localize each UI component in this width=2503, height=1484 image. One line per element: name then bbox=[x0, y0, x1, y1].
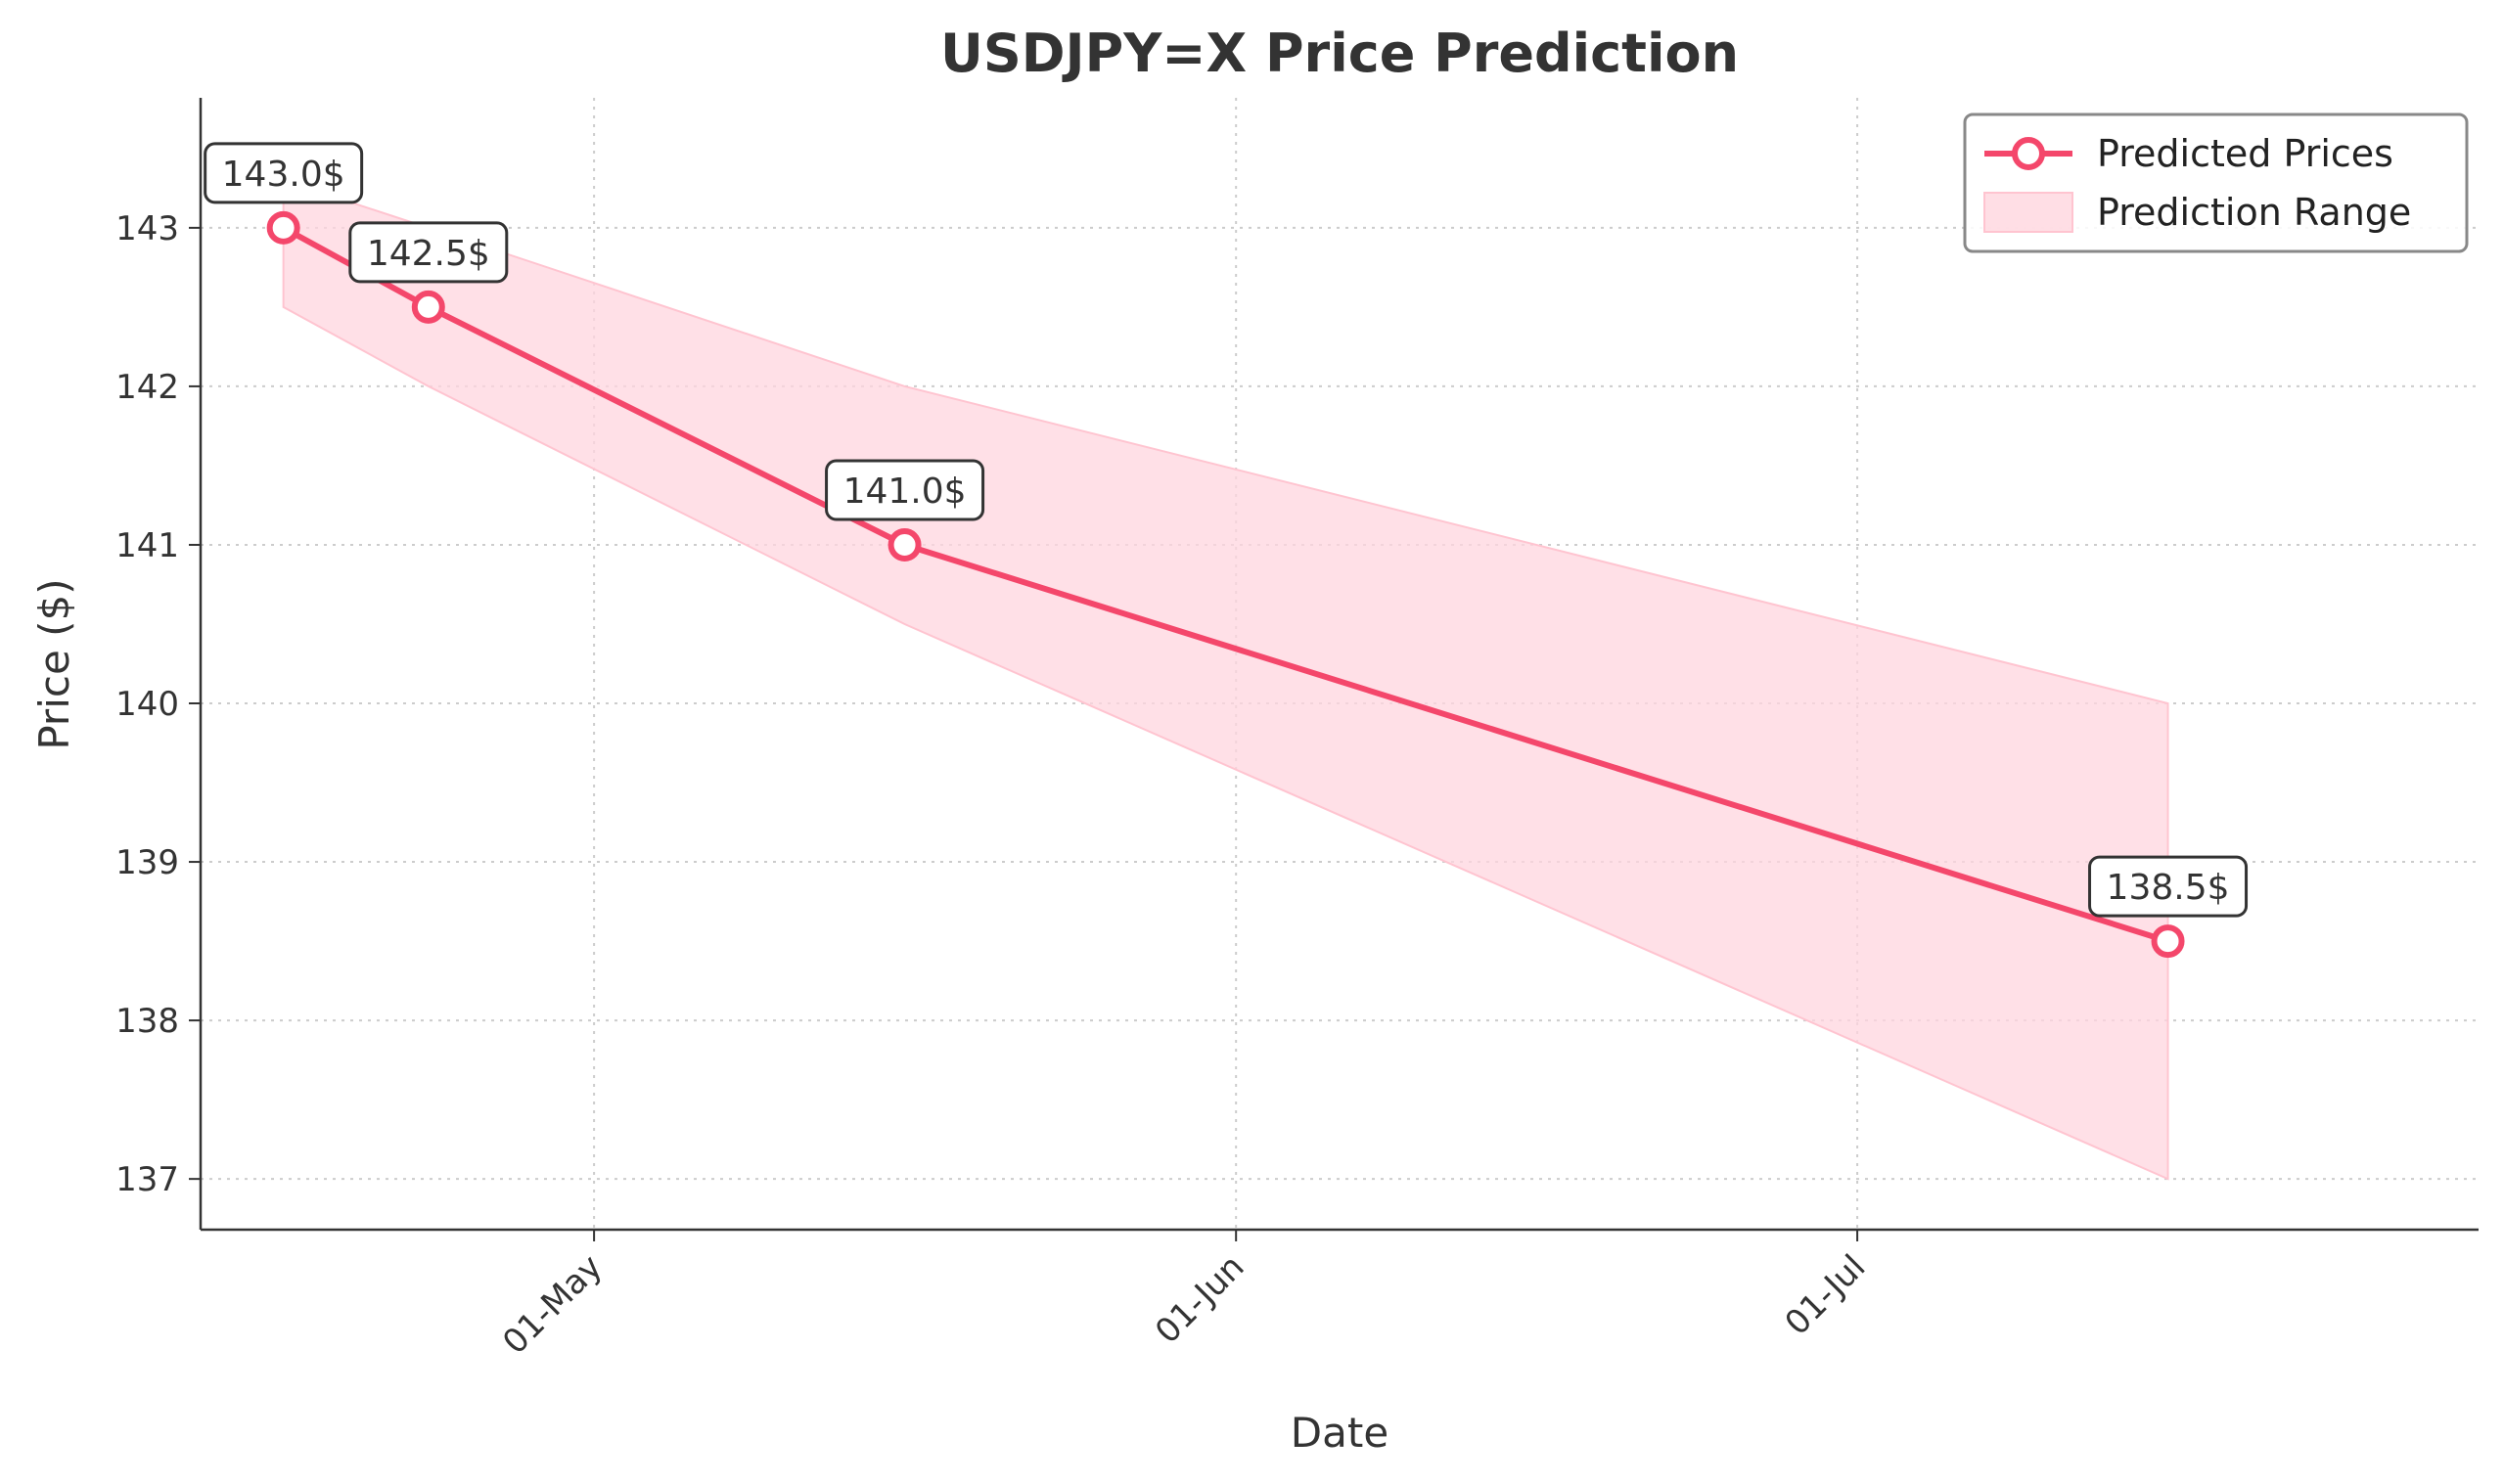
y-tick-label: 137 bbox=[115, 1160, 179, 1199]
legend-label-predicted: Predicted Prices bbox=[2097, 132, 2393, 175]
chart-title: USDJPY=X Price Prediction bbox=[940, 22, 1739, 84]
data-label-text: 138.5$ bbox=[2107, 868, 2230, 908]
data-label-box bbox=[204, 142, 364, 204]
y-tick-label: 143 bbox=[115, 209, 179, 248]
y-tick-label: 140 bbox=[115, 685, 179, 724]
y-axis-label: Price ($) bbox=[30, 578, 78, 749]
y-tick-label: 138 bbox=[115, 1002, 179, 1041]
data-label: 142.5$ bbox=[348, 221, 509, 284]
annotations: 143.0$ 142.5$ 141.0$ 138.5$ bbox=[204, 142, 2249, 918]
prediction-range-band bbox=[282, 178, 2169, 1181]
y-tick-label: 141 bbox=[115, 526, 179, 565]
legend-label-range: Prediction Range bbox=[2097, 191, 2411, 234]
predicted-price-point bbox=[887, 527, 922, 562]
data-label-box bbox=[825, 459, 985, 521]
predicted-price-point bbox=[2151, 924, 2185, 959]
band-layer bbox=[282, 178, 2169, 1181]
data-label: 143.0$ bbox=[204, 142, 364, 204]
predicted-price-point bbox=[266, 210, 300, 245]
data-label: 138.5$ bbox=[2088, 855, 2249, 918]
y-tick-label: 142 bbox=[115, 368, 179, 407]
y-tick-label: 139 bbox=[115, 843, 179, 882]
predicted-price-point bbox=[411, 290, 445, 324]
legend-band-swatch bbox=[1983, 192, 2073, 233]
data-label-box bbox=[2088, 855, 2249, 918]
data-label-text: 143.0$ bbox=[222, 155, 345, 195]
data-label-text: 141.0$ bbox=[843, 472, 967, 512]
data-label: 141.0$ bbox=[825, 459, 985, 521]
legend: Predicted Prices Prediction Range bbox=[1963, 112, 2469, 253]
legend-frame bbox=[1963, 112, 2469, 253]
axes bbox=[199, 98, 2479, 1232]
data-label-box bbox=[348, 221, 509, 284]
data-label-text: 142.5$ bbox=[367, 234, 490, 274]
legend-marker-swatch bbox=[2012, 137, 2045, 170]
x-axis-label: Date bbox=[1291, 1409, 1388, 1457]
